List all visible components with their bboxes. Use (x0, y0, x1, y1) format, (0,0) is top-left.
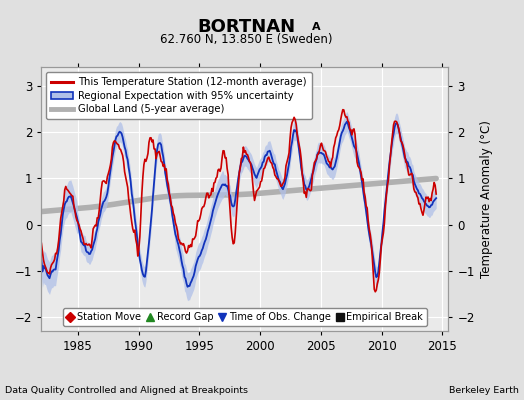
Text: Data Quality Controlled and Aligned at Breakpoints: Data Quality Controlled and Aligned at B… (5, 386, 248, 395)
Text: BORTNAN: BORTNAN (197, 18, 296, 36)
Text: Berkeley Earth: Berkeley Earth (449, 386, 519, 395)
Text: 62.760 N, 13.850 E (Sweden): 62.760 N, 13.850 E (Sweden) (160, 33, 333, 46)
Y-axis label: Temperature Anomaly (°C): Temperature Anomaly (°C) (481, 120, 493, 278)
Text: A: A (312, 22, 320, 32)
Legend: Station Move, Record Gap, Time of Obs. Change, Empirical Break: Station Move, Record Gap, Time of Obs. C… (63, 308, 427, 326)
